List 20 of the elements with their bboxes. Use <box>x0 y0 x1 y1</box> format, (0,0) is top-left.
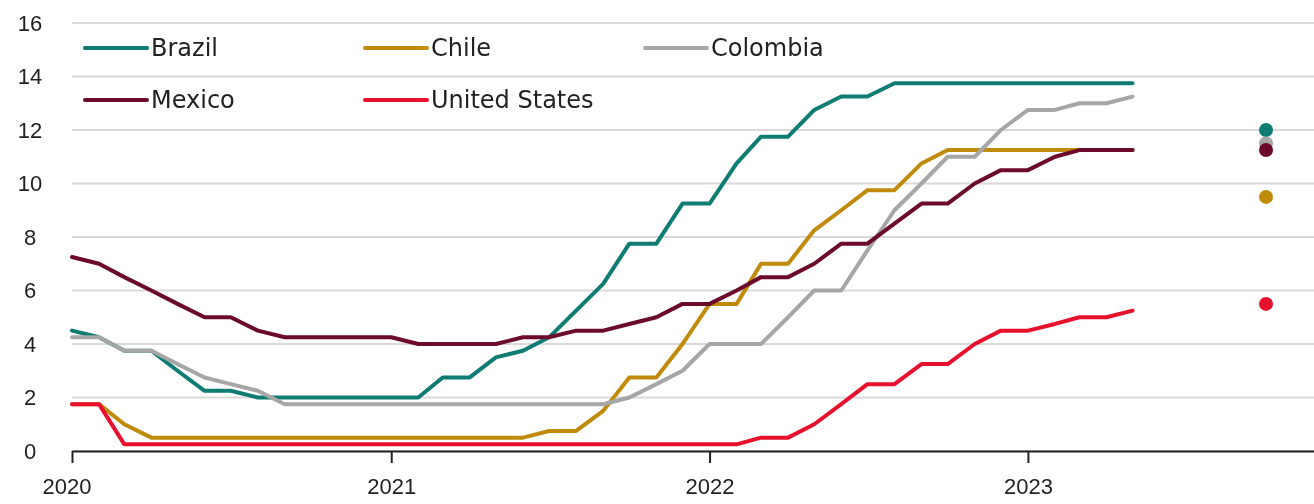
legend-label: Chile <box>431 34 492 62</box>
y-tick-label: 10 <box>17 171 43 197</box>
x-tick-label: 2023 <box>1003 473 1053 499</box>
y-tick-label: 12 <box>17 117 43 143</box>
x-tick-label: 2020 <box>42 473 92 499</box>
legend-label: Brazil <box>151 34 218 62</box>
y-tick-label: 16 <box>17 10 43 36</box>
y-tick-label: 4 <box>23 331 37 357</box>
y-tick-label: 14 <box>17 64 43 90</box>
line-series <box>70 308 1135 447</box>
y-tick-label: 0 <box>23 438 37 464</box>
legend-label: United States <box>431 86 594 114</box>
x-tick-label: 2022 <box>685 473 735 499</box>
legend-label: Mexico <box>151 86 235 114</box>
y-tick-label: 6 <box>23 278 37 304</box>
y-tick-label: 2 <box>23 385 37 411</box>
legend-label: Colombia <box>711 34 824 62</box>
line-series <box>70 148 1135 346</box>
y-tick-label: 8 <box>23 224 37 250</box>
x-tick-label: 2021 <box>367 473 417 499</box>
